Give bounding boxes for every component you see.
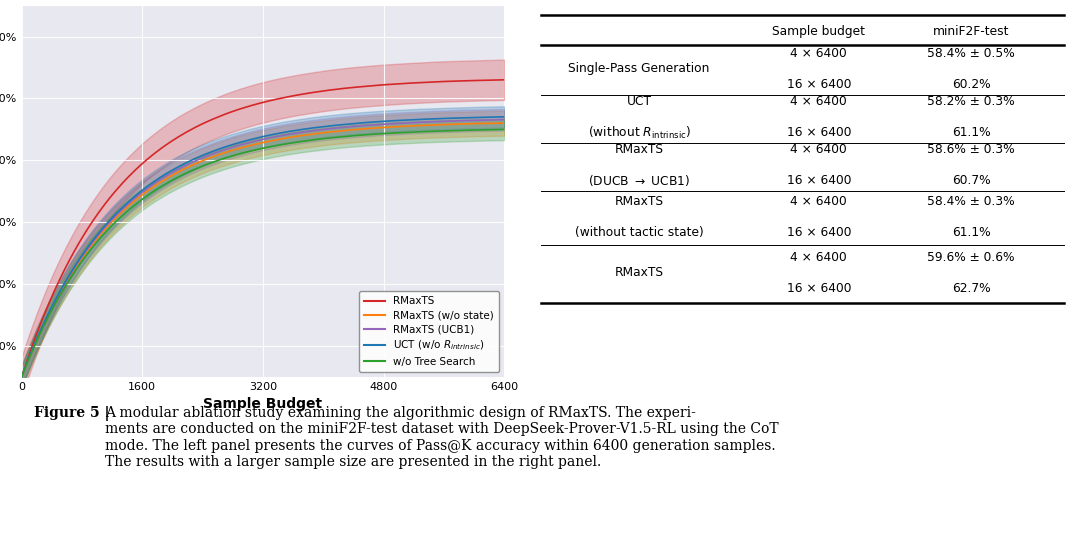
Legend: RMaxTS, RMaxTS (w/o state), RMaxTS (UCB1), UCT (w/o $R_{intrinsic}$), w/o Tree S: RMaxTS, RMaxTS (w/o state), RMaxTS (UCB1… (359, 291, 499, 372)
Text: 60.7%: 60.7% (951, 174, 990, 188)
Text: Single-Pass Generation: Single-Pass Generation (568, 62, 710, 75)
Text: (without tactic state): (without tactic state) (575, 226, 703, 239)
X-axis label: Sample Budget: Sample Budget (203, 397, 323, 411)
Text: 61.1%: 61.1% (951, 126, 990, 139)
Text: 16 × 6400: 16 × 6400 (786, 226, 851, 239)
Text: 58.4% ± 0.5%: 58.4% ± 0.5% (928, 47, 1015, 59)
Text: 62.7%: 62.7% (951, 282, 990, 295)
Text: miniF2F-test: miniF2F-test (933, 25, 1010, 38)
Text: 16 × 6400: 16 × 6400 (786, 174, 851, 188)
Text: 16 × 6400: 16 × 6400 (786, 78, 851, 91)
Text: 58.4% ± 0.3%: 58.4% ± 0.3% (928, 195, 1015, 208)
Text: 61.1%: 61.1% (951, 226, 990, 239)
Text: 60.2%: 60.2% (951, 78, 990, 91)
Text: 16 × 6400: 16 × 6400 (786, 126, 851, 139)
Text: (DUCB $\rightarrow$ UCB1): (DUCB $\rightarrow$ UCB1) (588, 173, 690, 188)
Text: Figure 5 |: Figure 5 | (35, 406, 114, 421)
Text: 59.6% ± 0.6%: 59.6% ± 0.6% (928, 251, 1015, 264)
Text: 58.6% ± 0.3%: 58.6% ± 0.3% (928, 143, 1015, 156)
Text: 58.2% ± 0.3%: 58.2% ± 0.3% (928, 95, 1015, 108)
Text: 4 × 6400: 4 × 6400 (791, 47, 847, 59)
Text: (without $R_\mathrm{intrinsic}$): (without $R_\mathrm{intrinsic}$) (588, 124, 691, 140)
Text: 4 × 6400: 4 × 6400 (791, 143, 847, 156)
Text: RMaxTS: RMaxTS (615, 143, 664, 156)
Text: Sample budget: Sample budget (772, 25, 865, 38)
Text: 4 × 6400: 4 × 6400 (791, 195, 847, 208)
Text: A modular ablation study examining the algorithmic design of RMaxTS. The experi-: A modular ablation study examining the a… (106, 406, 779, 469)
Text: UCT: UCT (626, 95, 651, 108)
Text: RMaxTS: RMaxTS (615, 266, 664, 280)
Text: 4 × 6400: 4 × 6400 (791, 251, 847, 264)
Text: 16 × 6400: 16 × 6400 (786, 282, 851, 295)
Text: 4 × 6400: 4 × 6400 (791, 95, 847, 108)
Text: RMaxTS: RMaxTS (615, 195, 664, 208)
